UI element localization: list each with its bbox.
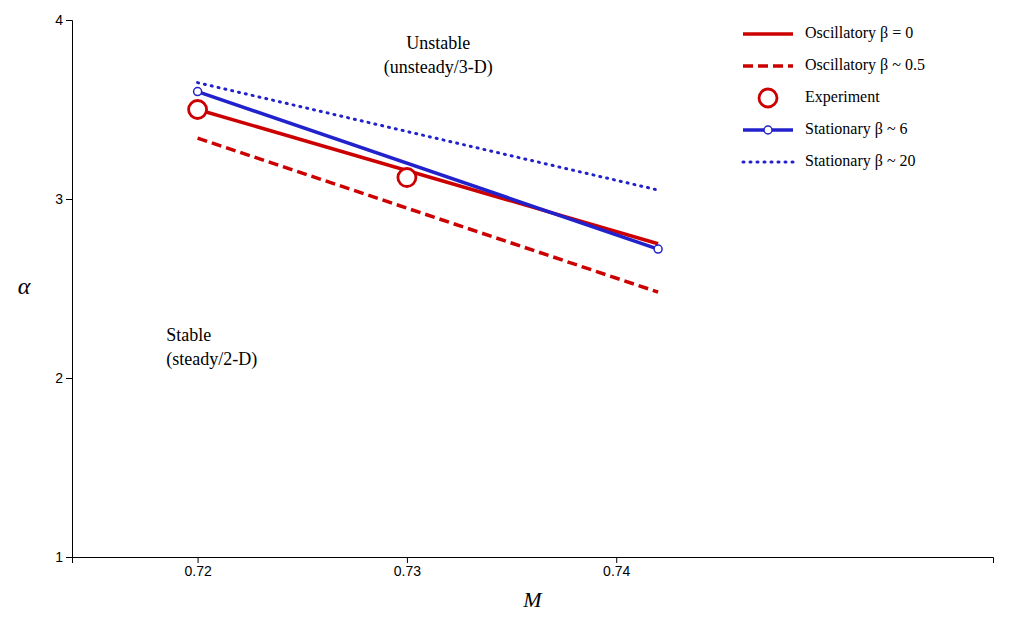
tick: 0.72: [184, 557, 211, 579]
legend-swatch: [743, 32, 793, 36]
y-axis-title: α: [18, 273, 31, 299]
annotations: Unstable (unsteady/3-D) Stable (steady/2-D): [166, 33, 493, 370]
legend-swatch: [743, 161, 793, 164]
legend-label: Stationary β ~ 6: [805, 120, 908, 138]
axis-line: [66, 21, 73, 558]
tick-label: 3: [55, 191, 63, 207]
point: [654, 245, 662, 253]
legend-item: Experiment: [759, 88, 880, 107]
line: [198, 138, 659, 292]
point: [398, 169, 416, 187]
tick: 0.73: [394, 557, 421, 579]
legend-item: Oscillatory β = 0: [743, 24, 913, 42]
annotation-line: Unstable: [406, 33, 470, 53]
legend-label: Stationary β ~ 20: [805, 152, 916, 170]
legend-label: Experiment: [805, 88, 880, 106]
plot: 0.72 0.73 0.74 1 2 3 4 Mα Unstable (unsteady/3-D)…: [18, 12, 994, 612]
tick-label: 0.72: [184, 563, 211, 579]
legend-swatch: [743, 64, 793, 68]
point: [189, 101, 207, 119]
y-axis: 1 2 3 4: [55, 12, 72, 565]
legend-label: Oscillatory β = 0: [805, 24, 913, 42]
line: [198, 83, 659, 190]
line: [198, 110, 659, 244]
tick-mark: [66, 557, 72, 558]
tick-label: 1: [55, 549, 63, 565]
series: [194, 88, 662, 254]
tick: 0.74: [603, 557, 630, 579]
tick: 1: [55, 549, 72, 565]
x-axis: 0.72 0.73 0.74: [73, 557, 994, 579]
annotation: Stable (steady/2-D): [166, 325, 257, 370]
tick-mark: [66, 199, 72, 200]
legend-swatch: [764, 126, 772, 134]
tick: 2: [55, 370, 72, 386]
tick: 3: [55, 191, 72, 207]
legend-swatch: [759, 89, 777, 107]
annotation-line: (steady/2-D): [166, 349, 257, 370]
point: [194, 88, 202, 96]
series: [198, 138, 659, 292]
tick-label: 0.74: [603, 563, 630, 579]
x-axis-title: M: [522, 587, 543, 612]
legend-item: Stationary β ~ 20: [743, 152, 916, 170]
series: [198, 110, 659, 244]
legend-item: Stationary β ~ 6: [743, 120, 908, 138]
tick-mark: [66, 20, 72, 21]
legend-label: Oscillatory β ~ 0.5: [805, 56, 925, 74]
series: [189, 101, 416, 187]
tick: 4: [55, 12, 72, 28]
legend: Oscillatory β = 0 Oscillatory β ~ 0.5 Expe…: [743, 24, 925, 170]
tick-label: 2: [55, 370, 63, 386]
chart: 0.72 0.73 0.74 1 2 3 4 Mα Unstable (unsteady/3-D)…: [0, 0, 1013, 619]
tick-mark: [66, 378, 72, 379]
series: [198, 83, 659, 190]
annotation-line: Stable: [166, 325, 211, 345]
annotation-line: (unsteady/3-D): [384, 57, 493, 78]
legend-item: Oscillatory β ~ 0.5: [743, 56, 925, 74]
tick-label: 4: [55, 12, 63, 28]
annotation: Unstable (unsteady/3-D): [384, 33, 493, 78]
marks: [189, 83, 662, 292]
line: [198, 92, 659, 250]
tick-label: 0.73: [394, 563, 421, 579]
